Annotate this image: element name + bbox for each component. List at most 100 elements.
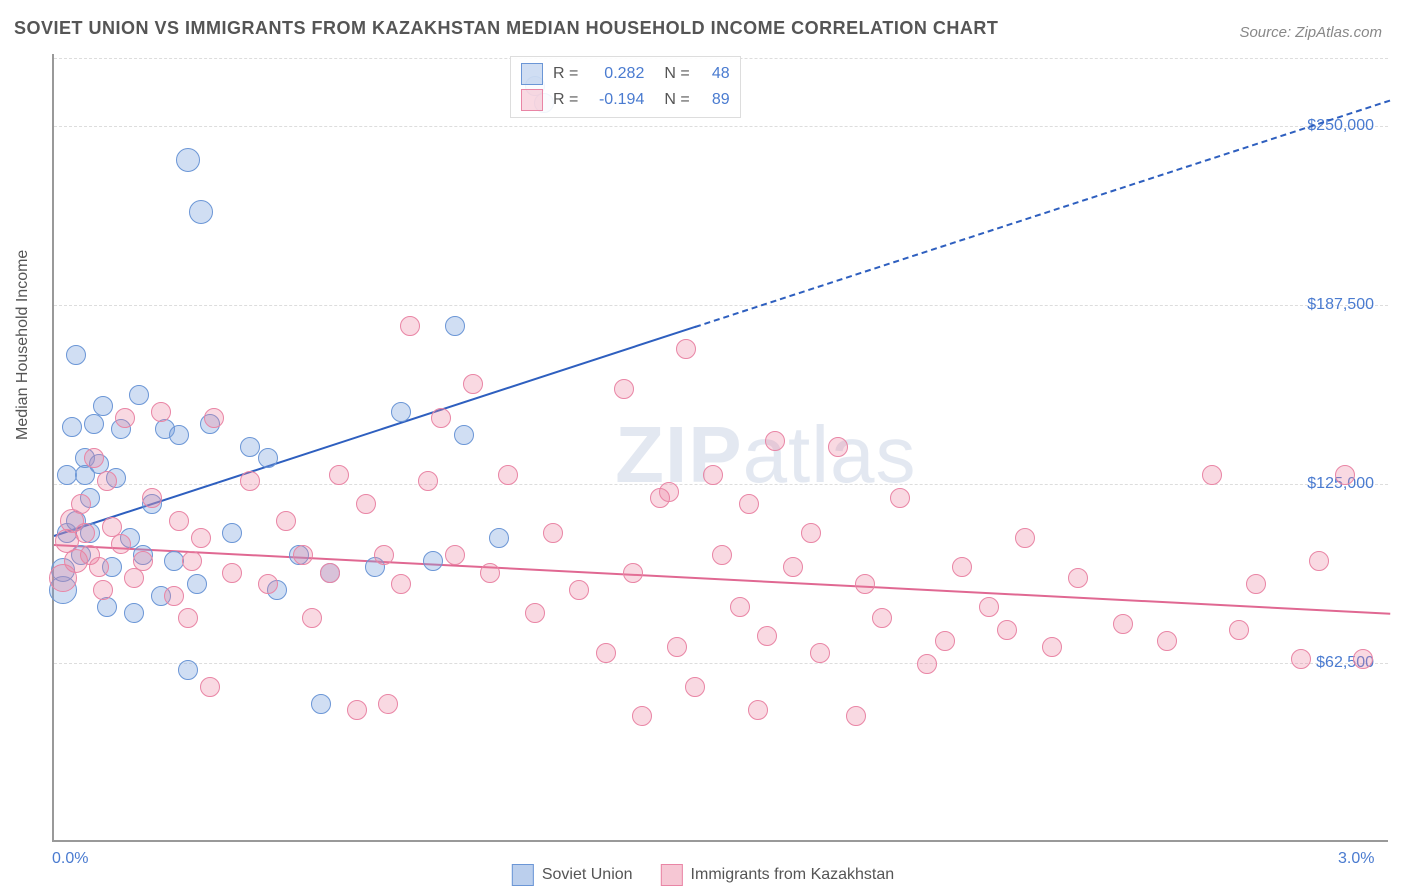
legend-label: Immigrants from Kazakhstan xyxy=(691,866,895,884)
data-point xyxy=(543,523,563,543)
n-label: N = xyxy=(664,65,689,83)
data-point xyxy=(489,528,509,548)
data-point xyxy=(1291,649,1311,669)
data-point xyxy=(374,545,394,565)
data-point xyxy=(846,706,866,726)
data-point xyxy=(124,568,144,588)
data-point xyxy=(632,706,652,726)
n-value: 48 xyxy=(700,65,730,83)
data-point xyxy=(757,626,777,646)
gridline xyxy=(54,126,1388,127)
data-point xyxy=(703,465,723,485)
data-point xyxy=(748,700,768,720)
data-point xyxy=(423,551,443,571)
data-point xyxy=(200,677,220,697)
data-point xyxy=(93,580,113,600)
data-point xyxy=(997,620,1017,640)
data-point xyxy=(855,574,875,594)
stats-row: R = 0.282 N = 48 xyxy=(521,61,730,87)
data-point xyxy=(84,448,104,468)
data-point xyxy=(480,563,500,583)
data-point xyxy=(258,448,278,468)
data-point xyxy=(178,608,198,628)
stats-row: R =-0.194N =89 xyxy=(521,87,730,113)
data-point xyxy=(187,574,207,594)
data-point xyxy=(75,523,95,543)
data-point xyxy=(952,557,972,577)
data-point xyxy=(1157,631,1177,651)
gridline xyxy=(54,663,1388,664)
gridline xyxy=(54,305,1388,306)
plot-area: $62,500$125,000$187,500$250,000ZIPatlasR… xyxy=(52,54,1388,842)
data-point xyxy=(129,385,149,405)
data-point xyxy=(454,425,474,445)
data-point xyxy=(801,523,821,543)
data-point xyxy=(979,597,999,617)
data-point xyxy=(730,597,750,617)
data-point xyxy=(133,551,153,571)
data-point xyxy=(320,563,340,583)
data-point xyxy=(828,437,848,457)
swatch-icon xyxy=(661,864,683,886)
r-value: -0.194 xyxy=(588,91,644,109)
data-point xyxy=(1202,465,1222,485)
data-point xyxy=(418,471,438,491)
data-point xyxy=(66,345,86,365)
data-point xyxy=(872,608,892,628)
r-label: R = xyxy=(553,91,578,109)
data-point xyxy=(347,700,367,720)
data-point xyxy=(1335,465,1355,485)
data-point xyxy=(445,316,465,336)
data-point xyxy=(142,488,162,508)
data-point xyxy=(89,557,109,577)
data-point xyxy=(1353,649,1373,669)
data-point xyxy=(124,603,144,623)
data-point xyxy=(276,511,296,531)
swatch-icon xyxy=(521,63,543,85)
data-point xyxy=(917,654,937,674)
legend-item: Immigrants from Kazakhstan xyxy=(661,864,895,886)
data-point xyxy=(222,523,242,543)
data-point xyxy=(356,494,376,514)
data-point xyxy=(596,643,616,663)
data-point xyxy=(1113,614,1133,634)
data-point xyxy=(71,494,91,514)
data-point xyxy=(169,511,189,531)
data-point xyxy=(84,414,104,434)
data-point xyxy=(431,408,451,428)
source-attribution: Source: ZipAtlas.com xyxy=(1239,24,1382,41)
data-point xyxy=(685,677,705,697)
data-point xyxy=(1042,637,1062,657)
trend-line xyxy=(695,100,1390,328)
data-point xyxy=(62,417,82,437)
data-point xyxy=(378,694,398,714)
data-point xyxy=(1015,528,1035,548)
n-label: N = xyxy=(664,91,689,109)
data-point xyxy=(111,534,131,554)
data-point xyxy=(935,631,955,651)
data-point xyxy=(391,402,411,422)
data-point xyxy=(659,482,679,502)
data-point xyxy=(676,339,696,359)
data-point xyxy=(614,379,634,399)
data-point xyxy=(169,425,189,445)
data-point xyxy=(97,471,117,491)
data-point xyxy=(623,563,643,583)
y-axis-label: Median Household Income xyxy=(14,250,32,440)
data-point xyxy=(182,551,202,571)
data-point xyxy=(164,586,184,606)
data-point xyxy=(258,574,278,594)
r-value: 0.282 xyxy=(588,65,644,83)
legend-item: Soviet Union xyxy=(512,864,633,886)
r-label: R = xyxy=(553,65,578,83)
data-point xyxy=(204,408,224,428)
x-tick-label: 0.0% xyxy=(52,850,88,868)
x-tick-label: 3.0% xyxy=(1338,850,1374,868)
swatch-icon xyxy=(521,89,543,111)
stats-box: R =0.282N =48R =-0.194N =89 xyxy=(510,56,741,118)
data-point xyxy=(222,563,242,583)
data-point xyxy=(189,200,213,224)
data-point xyxy=(890,488,910,508)
data-point xyxy=(1246,574,1266,594)
data-point xyxy=(97,597,117,617)
